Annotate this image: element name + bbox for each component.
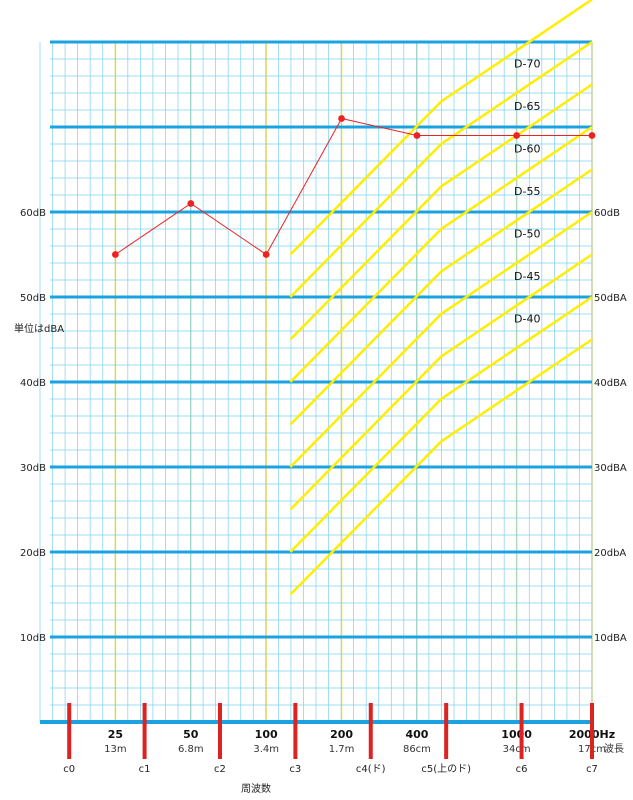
measured-series	[111, 115, 596, 258]
horizontal-grid	[50, 40, 592, 724]
measured-point	[513, 132, 521, 139]
d-curve	[289, 0, 593, 256]
octave-marker	[368, 703, 373, 759]
octave-label: c0	[63, 764, 75, 775]
y-tick-label-right: 50dBA	[594, 293, 627, 304]
x-tick-label: 400	[405, 728, 428, 741]
d-curve-label: D-55	[514, 185, 540, 198]
d-curve-label: D-65	[514, 100, 540, 113]
x-axis: 25 13m 50 6.8m 100 3.4m 200 1.7m 400 86cm 1000 34cm…	[40, 703, 624, 795]
d-curve	[289, 295, 593, 553]
octave-label: c7	[586, 764, 598, 775]
y-tick-label-left: 10dB	[20, 633, 46, 644]
d-curve	[289, 168, 593, 426]
d-curve-label: D-45	[514, 270, 540, 283]
x-tick-label: 25	[108, 728, 123, 741]
y-axis-label: 単位はdBA	[14, 322, 64, 335]
octave-marker	[142, 703, 147, 759]
octave-marker	[217, 703, 222, 759]
wavelength-label: 13m	[104, 744, 126, 755]
wavelength-label: 34cm	[503, 744, 531, 755]
y-tick-label-left: 50dB	[20, 293, 46, 304]
y-tick-label-left: 20dB	[20, 548, 46, 559]
octave-marker	[590, 703, 594, 759]
y-tick-label-right: 30dBA	[594, 463, 627, 474]
octave-label: c5(上のド)	[421, 763, 471, 775]
octave-label: c6	[516, 764, 528, 775]
d-curve	[289, 210, 593, 468]
wavelength-label: 3.4m	[253, 744, 279, 755]
wavelength-label: 6.8m	[178, 744, 204, 755]
labels: 10dB 10dBA 20dB 20dbA 30dB 30dBA 40dB 40dBA 50dB…	[14, 57, 627, 644]
d-curve-label: D-60	[514, 142, 540, 155]
measured-point	[338, 115, 345, 122]
octave-marker	[67, 703, 72, 759]
octave-label: c4(ド)	[356, 764, 386, 775]
d-curve	[289, 40, 593, 298]
x-axis-label: 周波数	[241, 782, 271, 795]
x-tick-label: 50	[183, 728, 199, 741]
y-tick-label-right: 20dbA	[594, 548, 626, 559]
measured-point	[413, 132, 421, 139]
y-tick-label-left: 30dB	[20, 463, 46, 474]
wavelength-axis-label: 波長	[604, 742, 624, 755]
octave-label: c3	[289, 764, 301, 775]
y-tick-label-right: 10dBA	[594, 633, 627, 644]
octave-marker	[444, 703, 449, 759]
octave-marker	[519, 703, 524, 759]
y-tick-label-right: 60dB	[594, 208, 620, 219]
measured-point	[187, 200, 195, 207]
measured-point	[588, 132, 596, 139]
y-tick-label-right: 40dBA	[594, 378, 627, 389]
y-tick-label-left: 40dB	[20, 378, 46, 389]
measured-point	[262, 251, 270, 258]
x-tick-label: 1000	[501, 728, 532, 741]
x-tick-label: 200	[330, 728, 353, 741]
d-curves	[289, 0, 593, 596]
y-tick-label-left: 60dB	[20, 208, 46, 219]
measured-point	[111, 251, 119, 258]
wavelength-label: 1.7m	[329, 744, 355, 755]
d-curve-label: D-40	[514, 312, 540, 325]
d-curve	[289, 253, 593, 511]
d-curve	[289, 83, 593, 341]
x-tick-label: 100	[255, 728, 278, 741]
octave-label: c2	[214, 764, 226, 775]
d-curve	[289, 125, 593, 383]
wavelength-label: 86cm	[403, 744, 431, 755]
octave-marker	[293, 703, 298, 759]
d-curve	[289, 338, 593, 596]
d-curve-label: D-50	[514, 227, 540, 240]
d-curve-label: D-70	[514, 57, 540, 70]
octave-label: c1	[139, 764, 151, 775]
